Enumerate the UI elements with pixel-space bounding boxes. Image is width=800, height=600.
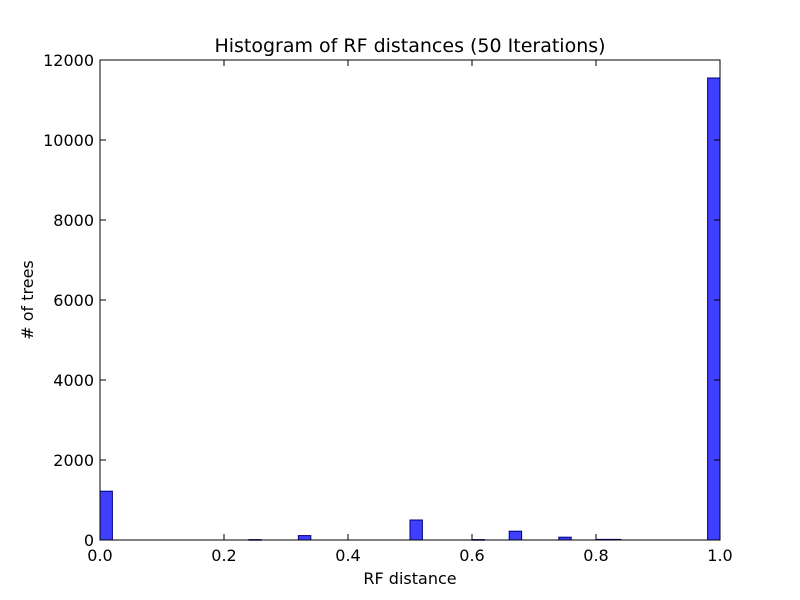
x-tick-label-1: 0.2: [211, 546, 236, 565]
histogram-bar-2: [297, 535, 312, 541]
y-tick-label-0: 0: [84, 531, 94, 550]
x-axis-label: RF distance: [363, 569, 456, 588]
histogram-bar-3: [409, 519, 423, 541]
x-tick-label-0: 0.0: [87, 546, 112, 565]
x-tick-label-4: 0.8: [583, 546, 608, 565]
y-tick-label-3: 6000: [53, 291, 94, 310]
histogram-bar-5: [508, 530, 523, 541]
histogram-bar-0: [99, 490, 113, 541]
x-tick-label-3: 0.6: [459, 546, 484, 565]
x-tick-label-2: 0.4: [335, 546, 360, 565]
y-tick-label-6: 12000: [43, 51, 94, 70]
plot-frame: [99, 59, 721, 541]
y-axis-label: # of trees: [18, 260, 37, 340]
y-tick-label-1: 2000: [53, 451, 94, 470]
chart-title: Histogram of RF distances (50 Iterations…: [214, 35, 605, 57]
x-tick-label-5: 1.0: [707, 546, 732, 565]
y-tick-label-4: 8000: [53, 211, 94, 230]
y-tick-label-2: 4000: [53, 371, 94, 390]
bars-layer: [99, 77, 721, 541]
histogram-bar-9: [707, 77, 721, 541]
ticks-layer: 0.0 0.2 0.4 0.6 0.8 1.0 0 2000 4000 6000 8000 10000…: [43, 51, 733, 565]
y-tick-label-5: 10000: [43, 131, 94, 150]
